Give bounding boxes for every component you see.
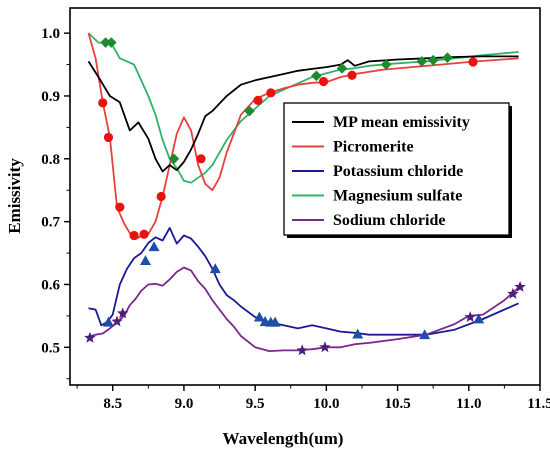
marker-picromerite — [115, 202, 125, 212]
marker-magnesium-sulfate — [168, 153, 180, 165]
marker-sodium-chloride — [464, 311, 476, 322]
marker-magnesium-sulfate — [106, 37, 117, 48]
y-tick-label: 0.8 — [41, 152, 60, 168]
x-tick-label: 8.5 — [103, 396, 122, 412]
marker-magnesium-sulfate — [442, 52, 453, 63]
series-line-picromerite — [87, 32, 519, 241]
marker-picromerite — [156, 191, 166, 202]
x-tick-label: 11.0 — [456, 396, 481, 412]
legend-label: Sodium chloride — [333, 212, 445, 229]
y-tick-label: 0.6 — [41, 277, 60, 293]
x-tick-label: 10.5 — [384, 396, 410, 412]
y-tick-label: 0.7 — [41, 215, 60, 231]
marker-picromerite — [139, 229, 149, 239]
legend-box — [283, 102, 510, 236]
plot-frame — [69, 7, 541, 386]
legend: MP mean emissivity Picromerite Potassium c… — [283, 102, 512, 238]
marker-potassium-chloride — [352, 328, 364, 339]
legend-label: Magnesium sulfate — [333, 188, 462, 205]
marker-picromerite — [129, 230, 139, 241]
marker-sodium-chloride — [117, 307, 129, 319]
marker-magnesium-sulfate — [244, 105, 255, 117]
legend-label: Potassium chloride — [333, 163, 463, 180]
x-tick-label: 10.0 — [313, 396, 339, 412]
marker-sodium-chloride — [296, 344, 308, 356]
x-axis-label: Wavelength(um) — [223, 429, 344, 448]
marker-magnesium-sulfate — [427, 54, 439, 66]
marker-sodium-chloride — [111, 315, 123, 327]
marker-picromerite — [103, 132, 114, 143]
marker-magnesium-sulfate — [380, 59, 392, 70]
marker-sodium-chloride — [319, 341, 331, 353]
y-tick-label: 0.9 — [41, 89, 60, 105]
marker-potassium-chloride — [269, 316, 281, 327]
marker-picromerite — [98, 98, 108, 108]
marker-sodium-chloride — [507, 287, 519, 299]
series-line-magnesium-sulfate — [87, 32, 519, 184]
marker-potassium-chloride — [253, 311, 265, 322]
marker-sodium-chloride — [514, 281, 526, 292]
marker-picromerite — [196, 154, 206, 164]
marker-potassium-chloride — [209, 263, 221, 274]
marker-picromerite — [468, 57, 478, 67]
series-layer — [87, 32, 520, 352]
y-tick-label: 0.5 — [41, 340, 60, 356]
marker-magnesium-sulfate — [336, 63, 348, 74]
marker-sodium-chloride — [84, 331, 96, 343]
x-tick-label: 11.5 — [527, 396, 550, 412]
marker-potassium-chloride — [148, 241, 160, 252]
y-tick-label: 1.0 — [41, 26, 60, 42]
marker-potassium-chloride — [419, 329, 431, 340]
marker-picromerite — [347, 70, 357, 80]
marker-potassium-chloride — [473, 313, 485, 324]
marker-picromerite — [253, 95, 263, 105]
marker-picromerite — [266, 88, 276, 98]
legend-label: Picromerite — [333, 139, 414, 156]
marker-potassium-chloride — [102, 316, 114, 327]
axes: 8.5 9.0 9.5 10.0 10.5 11.0 11.5 0.5 0.6 0.7 0.8 0.9… — [41, 7, 550, 412]
x-tick-label: 9.0 — [175, 396, 194, 412]
markers-layer — [84, 37, 526, 356]
series-line-sodium-chloride — [88, 266, 520, 352]
legend-label: MP mean emissivity — [333, 114, 470, 131]
y-axis-label: Emissivity — [5, 158, 24, 234]
marker-potassium-chloride — [139, 255, 151, 265]
marker-picromerite — [318, 76, 329, 87]
marker-magnesium-sulfate — [416, 56, 428, 67]
marker-magnesium-sulfate — [100, 37, 111, 48]
x-tick-label: 9.5 — [246, 396, 265, 412]
series-line-mp-mean-emissivity — [87, 55, 519, 173]
marker-magnesium-sulfate — [311, 70, 322, 82]
